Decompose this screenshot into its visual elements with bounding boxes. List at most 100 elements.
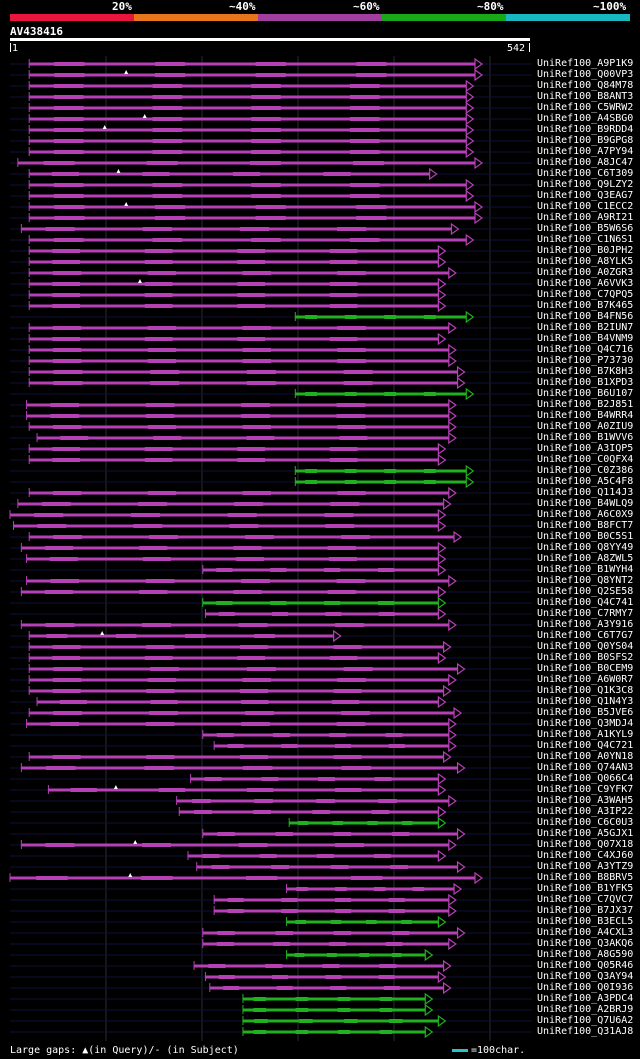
hit-label[interactable]: UniRef100_A0ZGR3	[537, 267, 634, 278]
hit-label[interactable]: UniRef100_B4WLQ9	[537, 498, 634, 509]
hit-label[interactable]: UniRef100_B0SFS2	[537, 652, 634, 663]
hit-label[interactable]: UniRef100_A8G590	[537, 949, 634, 960]
alignment-segment	[37, 524, 67, 528]
hit-label[interactable]: UniRef100_A5C4F8	[537, 476, 634, 487]
hit-label[interactable]: UniRef100_C0QFX4	[537, 454, 634, 465]
hit-label[interactable]: UniRef100_B9GPG8	[537, 135, 634, 146]
hit-label[interactable]: UniRef100_A9RI21	[537, 212, 634, 223]
hit-label[interactable]: UniRef100_B5JVE6	[537, 707, 634, 718]
hit-label[interactable]: UniRef100_A0YN18	[537, 751, 634, 762]
hit-label[interactable]: UniRef100_A1KYL9	[537, 729, 634, 740]
hit-label[interactable]: UniRef100_B0C5S1	[537, 531, 634, 542]
identity-band-80-100	[506, 14, 630, 21]
hit-label[interactable]: UniRef100_A3IP22	[537, 806, 634, 817]
hit-label[interactable]: UniRef100_C7QVC7	[537, 894, 634, 905]
hit-label[interactable]: UniRef100_B7K465	[537, 300, 634, 311]
hit-label[interactable]: UniRef100_Q07X18	[537, 839, 634, 850]
hit-label[interactable]: UniRef100_A8YLK5	[537, 256, 634, 267]
hit-label[interactable]: UniRef100_A3IQP5	[537, 443, 634, 454]
hit-label[interactable]: UniRef100_Q8YY49	[537, 542, 634, 553]
alignment-segment	[237, 337, 266, 341]
hit-label[interactable]: UniRef100_A3WAH5	[537, 795, 634, 806]
hit-label[interactable]: UniRef100_A3YTZ9	[537, 861, 634, 872]
hit-label[interactable]: UniRef100_B8BRV5	[537, 872, 634, 883]
hit-label[interactable]: UniRef100_A2BRJ9	[537, 1004, 634, 1015]
hit-label[interactable]: UniRef100_Q0I936	[537, 982, 634, 993]
alignment-arrow	[448, 354, 457, 368]
hit-label[interactable]: UniRef100_Q3EAG7	[537, 190, 634, 201]
alignment-segment	[147, 359, 177, 363]
hit-label[interactable]: UniRef100_Q1K3C8	[537, 685, 634, 696]
hit-label[interactable]: UniRef100_Q74AN3	[537, 762, 634, 773]
hit-label[interactable]: UniRef100_Q2SE58	[537, 586, 634, 597]
hit-label[interactable]: UniRef100_C6T309	[537, 168, 634, 179]
hit-label[interactable]: UniRef100_C7RMY7	[537, 608, 634, 619]
hit-label[interactable]: UniRef100_Q1N4Y3	[537, 696, 634, 707]
hit-label[interactable]: UniRef100_Q4C721	[537, 740, 634, 751]
hit-label[interactable]: UniRef100_B1WYH4	[537, 564, 634, 575]
alignment-arrow	[474, 200, 484, 214]
hit-label[interactable]: UniRef100_Q114J3	[537, 487, 634, 498]
hit-label[interactable]: UniRef100_B0JPH2	[537, 245, 634, 256]
hit-label[interactable]: UniRef100_Q05R46	[537, 960, 634, 971]
hit-label[interactable]: UniRef100_A6C0X9	[537, 509, 634, 520]
alignment-segment	[271, 865, 289, 869]
hit-label[interactable]: UniRef100_Q84M78	[537, 80, 634, 91]
hit-label[interactable]: UniRef100_A4SBG0	[537, 113, 634, 124]
hit-label[interactable]: UniRef100_B5W6S6	[537, 223, 634, 234]
hit-label[interactable]: UniRef100_B6U107	[537, 388, 634, 399]
hit-label[interactable]: UniRef100_Q8YNT2	[537, 575, 634, 586]
hit-label[interactable]: UniRef100_A0ZIU9	[537, 421, 634, 432]
hit-label[interactable]: UniRef100_Q3AKQ6	[537, 938, 634, 949]
hit-label[interactable]: UniRef100_B2IUN7	[537, 322, 634, 333]
alignment-arrow	[437, 695, 447, 709]
hit-label[interactable]: UniRef100_A8ZWL5	[537, 553, 634, 564]
hit-label[interactable]: UniRef100_B1WVV6	[537, 432, 634, 443]
hit-label[interactable]: UniRef100_B9RDD4	[537, 124, 634, 135]
hit-label[interactable]: UniRef100_A3PDC4	[537, 993, 634, 1004]
hit-label[interactable]: UniRef100_C9YFK7	[537, 784, 634, 795]
hit-label[interactable]: UniRef100_A6W0R7	[537, 674, 634, 685]
hit-label[interactable]: UniRef100_Q9LZY2	[537, 179, 634, 190]
hit-label[interactable]: UniRef100_Q4C741	[537, 597, 634, 608]
hit-label[interactable]: UniRef100_B3ECL5	[537, 916, 634, 927]
hit-label[interactable]: UniRef100_A5GJX1	[537, 828, 634, 839]
hit-label[interactable]: UniRef100_C1N6S1	[537, 234, 634, 245]
alignment-segment	[251, 194, 281, 198]
hit-label[interactable]: UniRef100_Q4C716	[537, 344, 634, 355]
hit-label[interactable]: UniRef100_Q066C4	[537, 773, 634, 784]
hit-label[interactable]: UniRef100_A7PY94	[537, 146, 634, 157]
hit-label[interactable]: UniRef100_A8JC47	[537, 157, 634, 168]
hit-label[interactable]: UniRef100_Q00VP3	[537, 69, 634, 80]
hit-label[interactable]: UniRef100_Q0YS04	[537, 641, 634, 652]
hit-label[interactable]: UniRef100_B8FCT7	[537, 520, 634, 531]
alignment-segment	[242, 326, 271, 330]
hit-label[interactable]: UniRef100_B4FN56	[537, 311, 634, 322]
hit-label[interactable]: UniRef100_Q3AY94	[537, 971, 634, 982]
hit-label[interactable]: UniRef100_Q7U6A2	[537, 1015, 634, 1026]
hit-label[interactable]: UniRef100_C1ECC2	[537, 201, 634, 212]
hit-label[interactable]: UniRef100_C0Z386	[537, 465, 634, 476]
hit-label[interactable]: UniRef100_B4VNM9	[537, 333, 634, 344]
hit-label[interactable]: UniRef100_C6T7G7	[537, 630, 634, 641]
hit-label[interactable]: UniRef100_Q3MDJ4	[537, 718, 634, 729]
hit-label[interactable]: UniRef100_B1YFK5	[537, 883, 634, 894]
hit-label[interactable]: UniRef100_Q31AJ8	[537, 1026, 634, 1037]
hit-label[interactable]: UniRef100_C7QPQ5	[537, 289, 634, 300]
hit-label[interactable]: UniRef100_A3Y916	[537, 619, 634, 630]
hit-label[interactable]: UniRef100_B4WRR4	[537, 410, 634, 421]
hit-label[interactable]: UniRef100_C6C0U3	[537, 817, 634, 828]
hit-label[interactable]: UniRef100_B7K8H3	[537, 366, 634, 377]
hit-label[interactable]: UniRef100_A4CXL3	[537, 927, 634, 938]
hit-label[interactable]: UniRef100_B8ANT3	[537, 91, 634, 102]
hit-label[interactable]: UniRef100_B0CEM9	[537, 663, 634, 674]
hit-label[interactable]: UniRef100_B2J851	[537, 399, 634, 410]
hit-label[interactable]: UniRef100_B7JX37	[537, 905, 634, 916]
hit-label[interactable]: UniRef100_A9P1K9	[537, 58, 634, 69]
hit-label[interactable]: UniRef100_C5WRW2	[537, 102, 634, 113]
hit-label[interactable]: UniRef100_B1XPD3	[537, 377, 634, 388]
hit-label[interactable]: UniRef100_P73730	[537, 355, 634, 366]
hit-label[interactable]: UniRef100_C4XJ60	[537, 850, 634, 861]
alignment-segment	[349, 194, 380, 198]
hit-label[interactable]: UniRef100_A6VVK3	[537, 278, 634, 289]
